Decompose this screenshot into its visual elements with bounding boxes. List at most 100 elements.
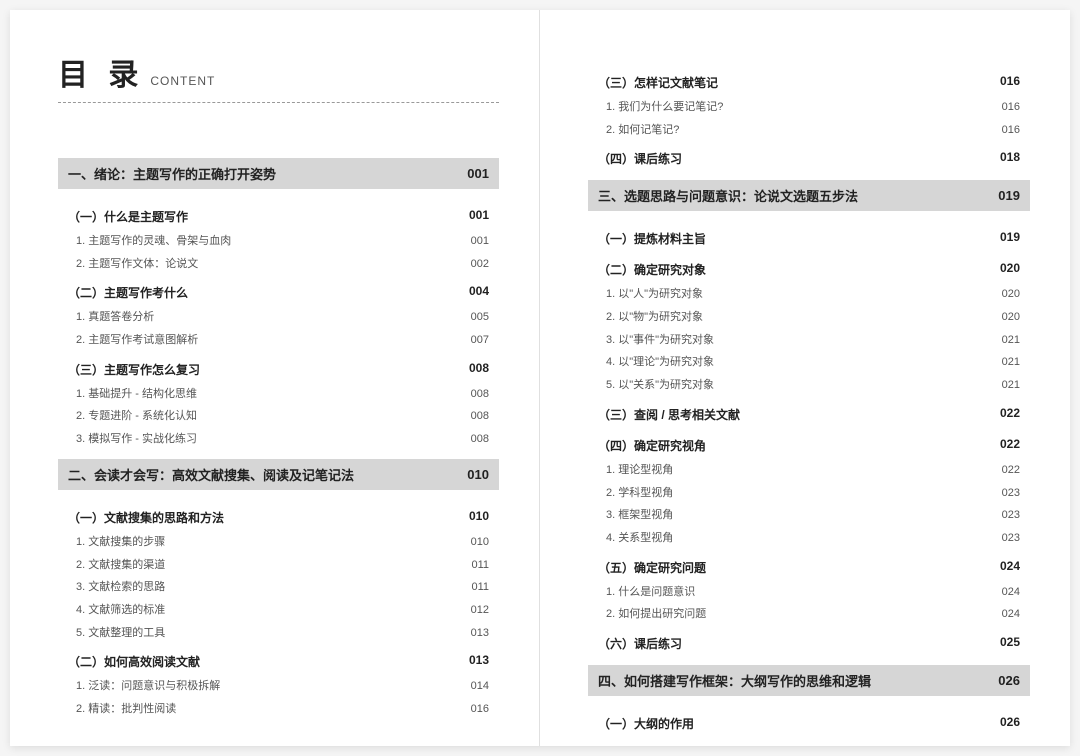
section-row: （二）确定研究对象 020	[588, 256, 1030, 283]
section-page: 022	[1000, 406, 1020, 423]
sub-title: 5. 以"关系"为研究对象	[606, 376, 714, 395]
sub-page: 024	[1002, 583, 1020, 602]
sub-title: 3. 以"事件"为研究对象	[606, 331, 714, 350]
sub-page: 001	[471, 232, 489, 251]
sub-page: 020	[1002, 285, 1020, 304]
section-row: （四）课后练习018	[588, 145, 1030, 172]
chapter-page: 026	[998, 673, 1020, 688]
sub-row: 2. 学科型视角023	[588, 482, 1030, 505]
section-title: （三）主题写作怎么复习	[68, 361, 200, 378]
sub-row: 5. 文献整理的工具013	[58, 622, 499, 645]
sub-page: 021	[1002, 353, 1020, 372]
left-toc-list: 一、绪论：主题写作的正确打开姿势 001 （一）什么是主题写作001 1. 主题写作的…	[58, 158, 499, 721]
section-row: （一）什么是主题写作001	[58, 203, 499, 230]
chapter-row: 四、如何搭建写作框架：大纲写作的思维和逻辑 026	[588, 665, 1030, 696]
sub-page: 016	[1002, 98, 1020, 117]
sub-page: 011	[471, 578, 489, 597]
sub-row: 3. 框架型视角 023	[588, 504, 1030, 527]
sub-row: 2. 以"物"为研究对象020	[588, 306, 1030, 329]
sub-row: 3. 模拟写作 - 实战化练习008	[58, 428, 499, 451]
section-page: 004	[469, 284, 489, 301]
section-title: （六）课后练习	[598, 635, 682, 652]
section-row: （三）主题写作怎么复习 008	[58, 356, 499, 383]
toc-title-block: 目 录 CONTENT	[58, 50, 499, 94]
sub-row: 1. 理论型视角022	[588, 459, 1030, 482]
sub-row: 5. 以"关系"为研究对象021	[588, 374, 1030, 397]
chapter-title: 三、选题思路与问题意识：论说文选题五步法	[598, 186, 858, 205]
sub-row: 4. 文献筛选的标准012	[58, 599, 499, 622]
chapter-row: 一、绪论：主题写作的正确打开姿势 001	[58, 158, 499, 189]
sub-row: 2. 主题写作文体：论说文002	[58, 253, 499, 276]
chapter-title: 一、绪论：主题写作的正确打开姿势	[68, 164, 276, 183]
sub-title: 1. 真题答卷分析	[76, 308, 154, 327]
sub-row: 2. 如何记笔记? 016	[588, 119, 1030, 142]
sub-title: 2. 主题写作考试意图解析	[76, 331, 198, 350]
sub-title: 2. 如何提出研究问题	[606, 605, 706, 624]
sub-title: 3. 文献检索的思路	[76, 578, 165, 597]
section-title: （四）确定研究视角	[598, 437, 706, 454]
sub-page: 020	[1002, 308, 1020, 327]
sub-title: 2. 主题写作文体：论说文	[76, 255, 198, 274]
section-title: （二）主题写作考什么	[68, 284, 188, 301]
section-title: （二）确定研究对象	[598, 261, 706, 278]
page-spread: 目 录 CONTENT 一、绪论：主题写作的正确打开姿势 001 （一）什么是主题写…	[10, 10, 1070, 746]
sub-title: 2. 学科型视角	[606, 484, 673, 503]
sub-page: 024	[1002, 605, 1020, 624]
sub-row: 2. 精读：批判性阅读 016	[58, 698, 499, 721]
sub-page: 007	[471, 331, 489, 350]
section-title: （二）如何高效阅读文献	[68, 653, 200, 670]
sub-row: 1. 文献搜集的步骤010	[58, 531, 499, 554]
toc-title-main: 目 录	[58, 50, 144, 94]
section-page: 022	[1000, 437, 1020, 454]
sub-title: 5. 文献整理的工具	[76, 624, 165, 643]
sub-row: 1. 真题答卷分析005	[58, 306, 499, 329]
sub-title: 3. 框架型视角	[606, 506, 673, 525]
sub-title: 2. 精读：批判性阅读	[76, 700, 176, 719]
sub-page: 016	[1002, 121, 1020, 140]
sub-row: 3. 以"事件"为研究对象 021	[588, 329, 1030, 352]
sub-row: 2. 主题写作考试意图解析 007	[58, 329, 499, 352]
right-toc-list: （三）怎样记文献笔记0161. 我们为什么要记笔记?0162. 如何记笔记?01…	[588, 69, 1030, 737]
sub-title: 1. 泛读：问题意识与积极拆解	[76, 677, 220, 696]
section-page: 024	[1000, 559, 1020, 576]
section-page: 018	[1000, 150, 1020, 167]
sub-page: 021	[1002, 331, 1020, 350]
section-row: （一）文献搜集的思路和方法010	[58, 504, 499, 531]
section-title: （一）提炼材料主旨	[598, 230, 706, 247]
section-row: （二）如何高效阅读文献013	[58, 648, 499, 675]
section-row: （五）确定研究问题024	[588, 554, 1030, 581]
sub-row: 4. 关系型视角023	[588, 527, 1030, 550]
section-row: （一）大纲的作用026	[588, 710, 1030, 737]
section-row: （四）确定研究视角 022	[588, 432, 1030, 459]
section-row: （三）查阅 / 思考相关文献022	[588, 401, 1030, 428]
sub-row: 4. 以"理论"为研究对象021	[588, 351, 1030, 374]
sub-title: 2. 如何记笔记?	[606, 121, 679, 140]
sub-title: 4. 文献筛选的标准	[76, 601, 165, 620]
sub-page: 011	[471, 556, 489, 575]
sub-title: 1. 主题写作的灵魂、骨架与血肉	[76, 232, 231, 251]
section-page: 020	[1000, 261, 1020, 278]
sub-title: 2. 文献搜集的渠道	[76, 556, 165, 575]
sub-row: 1. 基础提升 - 结构化思维008	[58, 383, 499, 406]
sub-row: 1. 我们为什么要记笔记? 016	[588, 96, 1030, 119]
sub-page: 014	[471, 677, 489, 696]
section-page: 026	[1000, 715, 1020, 732]
section-page: 010	[469, 509, 489, 526]
sub-title: 1. 我们为什么要记笔记?	[606, 98, 723, 117]
sub-title: 1. 什么是问题意识	[606, 583, 695, 602]
chapter-title: 四、如何搭建写作框架：大纲写作的思维和逻辑	[598, 671, 871, 690]
sub-title: 3. 模拟写作 - 实战化练习	[76, 430, 197, 449]
section-page: 025	[1000, 635, 1020, 652]
left-page: 目 录 CONTENT 一、绪论：主题写作的正确打开姿势 001 （一）什么是主题写…	[10, 10, 540, 746]
chapter-title: 二、会读才会写：高效文献搜集、阅读及记笔记法	[68, 465, 354, 484]
sub-page: 016	[471, 700, 489, 719]
section-page: 008	[469, 361, 489, 378]
sub-page: 023	[1002, 506, 1020, 525]
chapter-page: 001	[467, 166, 489, 181]
chapter-row: 二、会读才会写：高效文献搜集、阅读及记笔记法010	[58, 459, 499, 490]
section-title: （三）怎样记文献笔记	[598, 74, 718, 91]
sub-title: 4. 关系型视角	[606, 529, 673, 548]
section-row: （三）怎样记文献笔记016	[588, 69, 1030, 96]
chapter-row: 三、选题思路与问题意识：论说文选题五步法019	[588, 180, 1030, 211]
toc-title-sub: CONTENT	[150, 74, 215, 88]
